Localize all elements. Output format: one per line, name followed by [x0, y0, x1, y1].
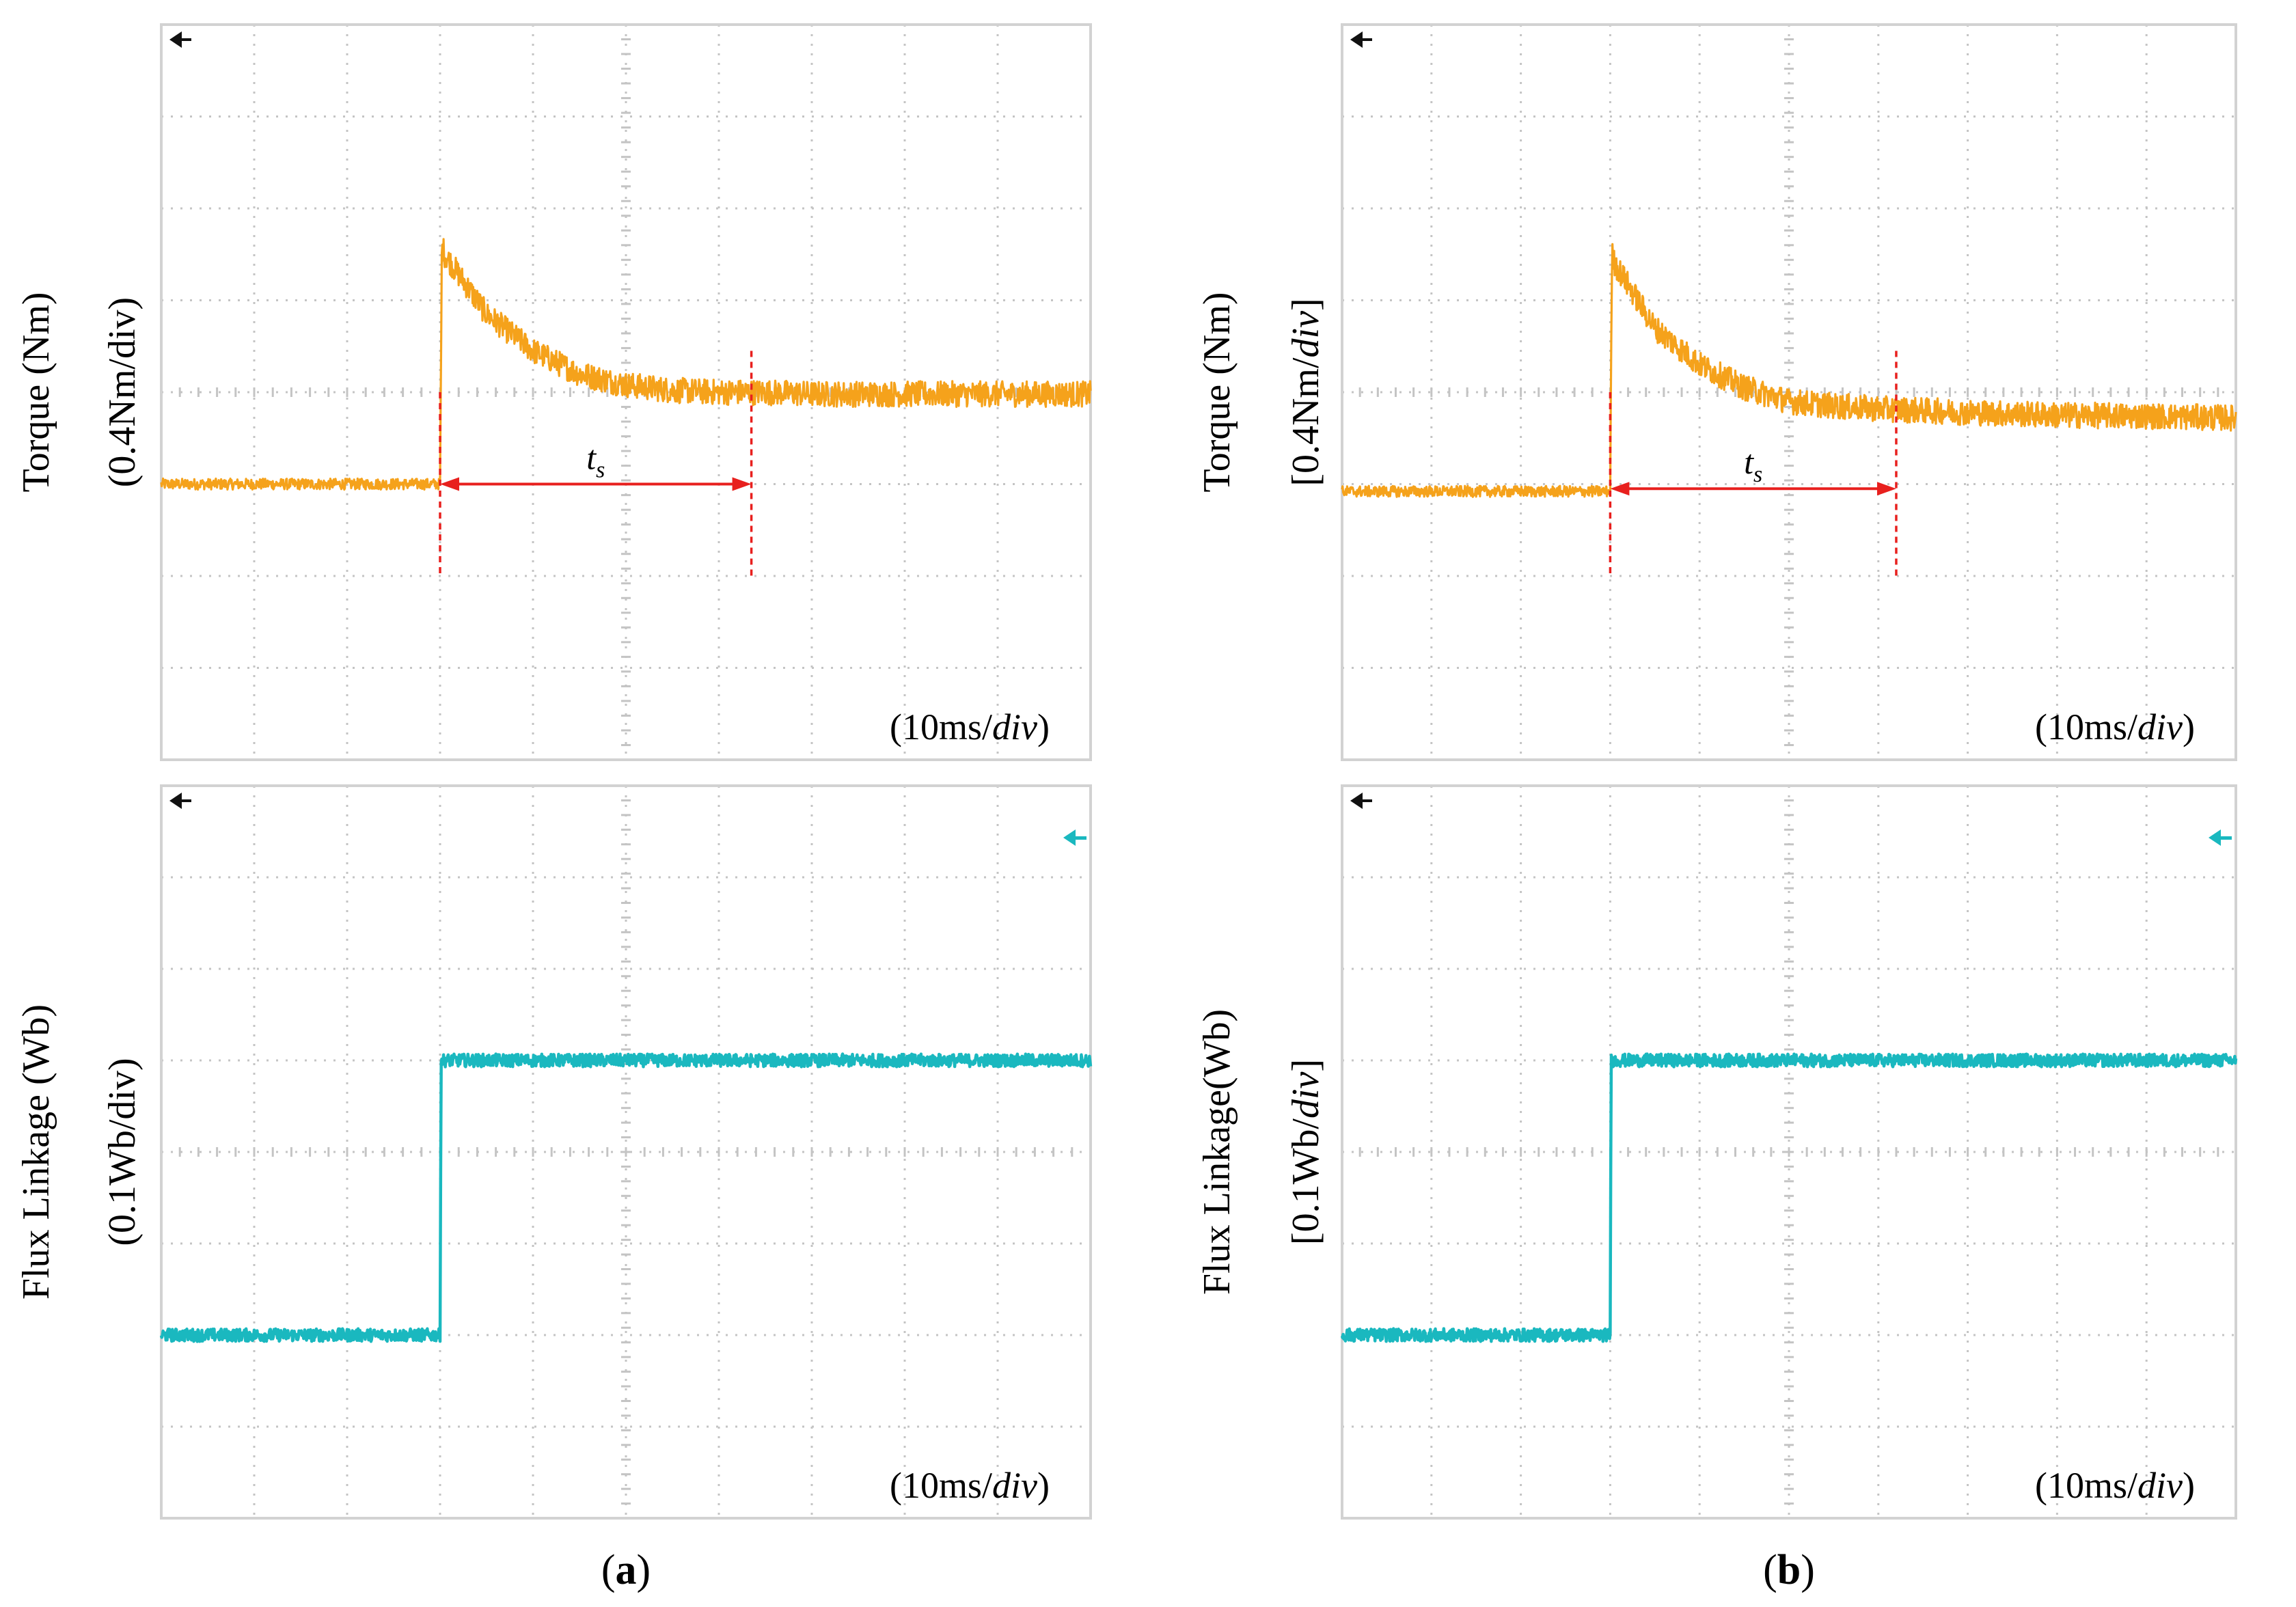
y-axis-label: Torque (Nm)	[1196, 292, 1238, 492]
y-axis-scale-label: (0.4Nm/div)	[101, 297, 144, 487]
panel-a: ts (10ms/div) Torque (Nm) (0.4Nm/div) (10ms/…	[15, 23, 1093, 1593]
plot-frame	[1341, 784, 2237, 1520]
trigger-marker-icon	[1350, 793, 1372, 809]
trigger-marker-icon	[169, 31, 191, 48]
flux-plot-a: (10ms/div) Flux Linkage (Wb) (0.1Wb/div)	[15, 784, 1093, 1520]
y-axis-scale-label: (0.1Wb/div)	[101, 1058, 144, 1246]
plot-frame	[1341, 23, 2237, 761]
torque-plot-a: ts (10ms/div) Torque (Nm) (0.4Nm/div)	[15, 23, 1092, 761]
flux-trace	[159, 1052, 1093, 1343]
timebase-label: (10ms/div)	[890, 1465, 1050, 1506]
panel-b: ts (10ms/div) Torque (Nm) [0.4Nm/div] (10ms/…	[1196, 23, 2238, 1593]
panel-caption: (b)	[1763, 1547, 1815, 1593]
flux-trace	[1340, 1052, 2238, 1343]
timebase-label: (10ms/div)	[890, 706, 1050, 747]
torque-plot-b: ts (10ms/div) Torque (Nm) [0.4Nm/div]	[1196, 23, 2237, 761]
trigger-marker-icon	[169, 793, 191, 809]
y-axis-scale-label: [0.1Wb/div]	[1285, 1059, 1327, 1245]
arrow-right-icon	[732, 477, 752, 491]
arrow-left-icon	[440, 477, 459, 491]
settling-time-label: ts	[1744, 443, 1762, 487]
plot-frame	[160, 784, 1092, 1520]
flux-plot-b: (10ms/div) Flux Linkage(Wb) [0.1Wb/div]	[1196, 784, 2238, 1520]
trigger-marker-icon	[1350, 31, 1372, 48]
grid	[1341, 23, 2237, 761]
channel-offset-marker-icon	[2209, 829, 2232, 846]
torque-trace	[160, 238, 1092, 491]
y-axis-label: Flux Linkage(Wb)	[1196, 1009, 1238, 1295]
torque-trace	[1341, 243, 2237, 498]
arrow-left-icon	[1610, 482, 1630, 496]
settling-time-annotation: ts	[1609, 351, 1898, 576]
settling-time-annotation: ts	[439, 351, 753, 576]
settling-time-label: ts	[586, 439, 605, 483]
arrow-right-icon	[1876, 482, 1896, 496]
y-axis-label: Flux Linkage (Wb)	[15, 1004, 57, 1300]
timebase-label: (10ms/div)	[2035, 1465, 2195, 1506]
plots: ts (10ms/div) Torque (Nm) (0.4Nm/div) (10ms/…	[15, 23, 2238, 1593]
grid	[1341, 784, 2237, 1520]
channel-offset-marker-icon	[1063, 829, 1086, 846]
y-axis-scale-label: [0.4Nm/div]	[1285, 298, 1327, 486]
panel-caption: (a)	[601, 1547, 651, 1593]
y-axis-label: Torque (Nm)	[15, 292, 57, 492]
timebase-label: (10ms/div)	[2035, 706, 2195, 747]
